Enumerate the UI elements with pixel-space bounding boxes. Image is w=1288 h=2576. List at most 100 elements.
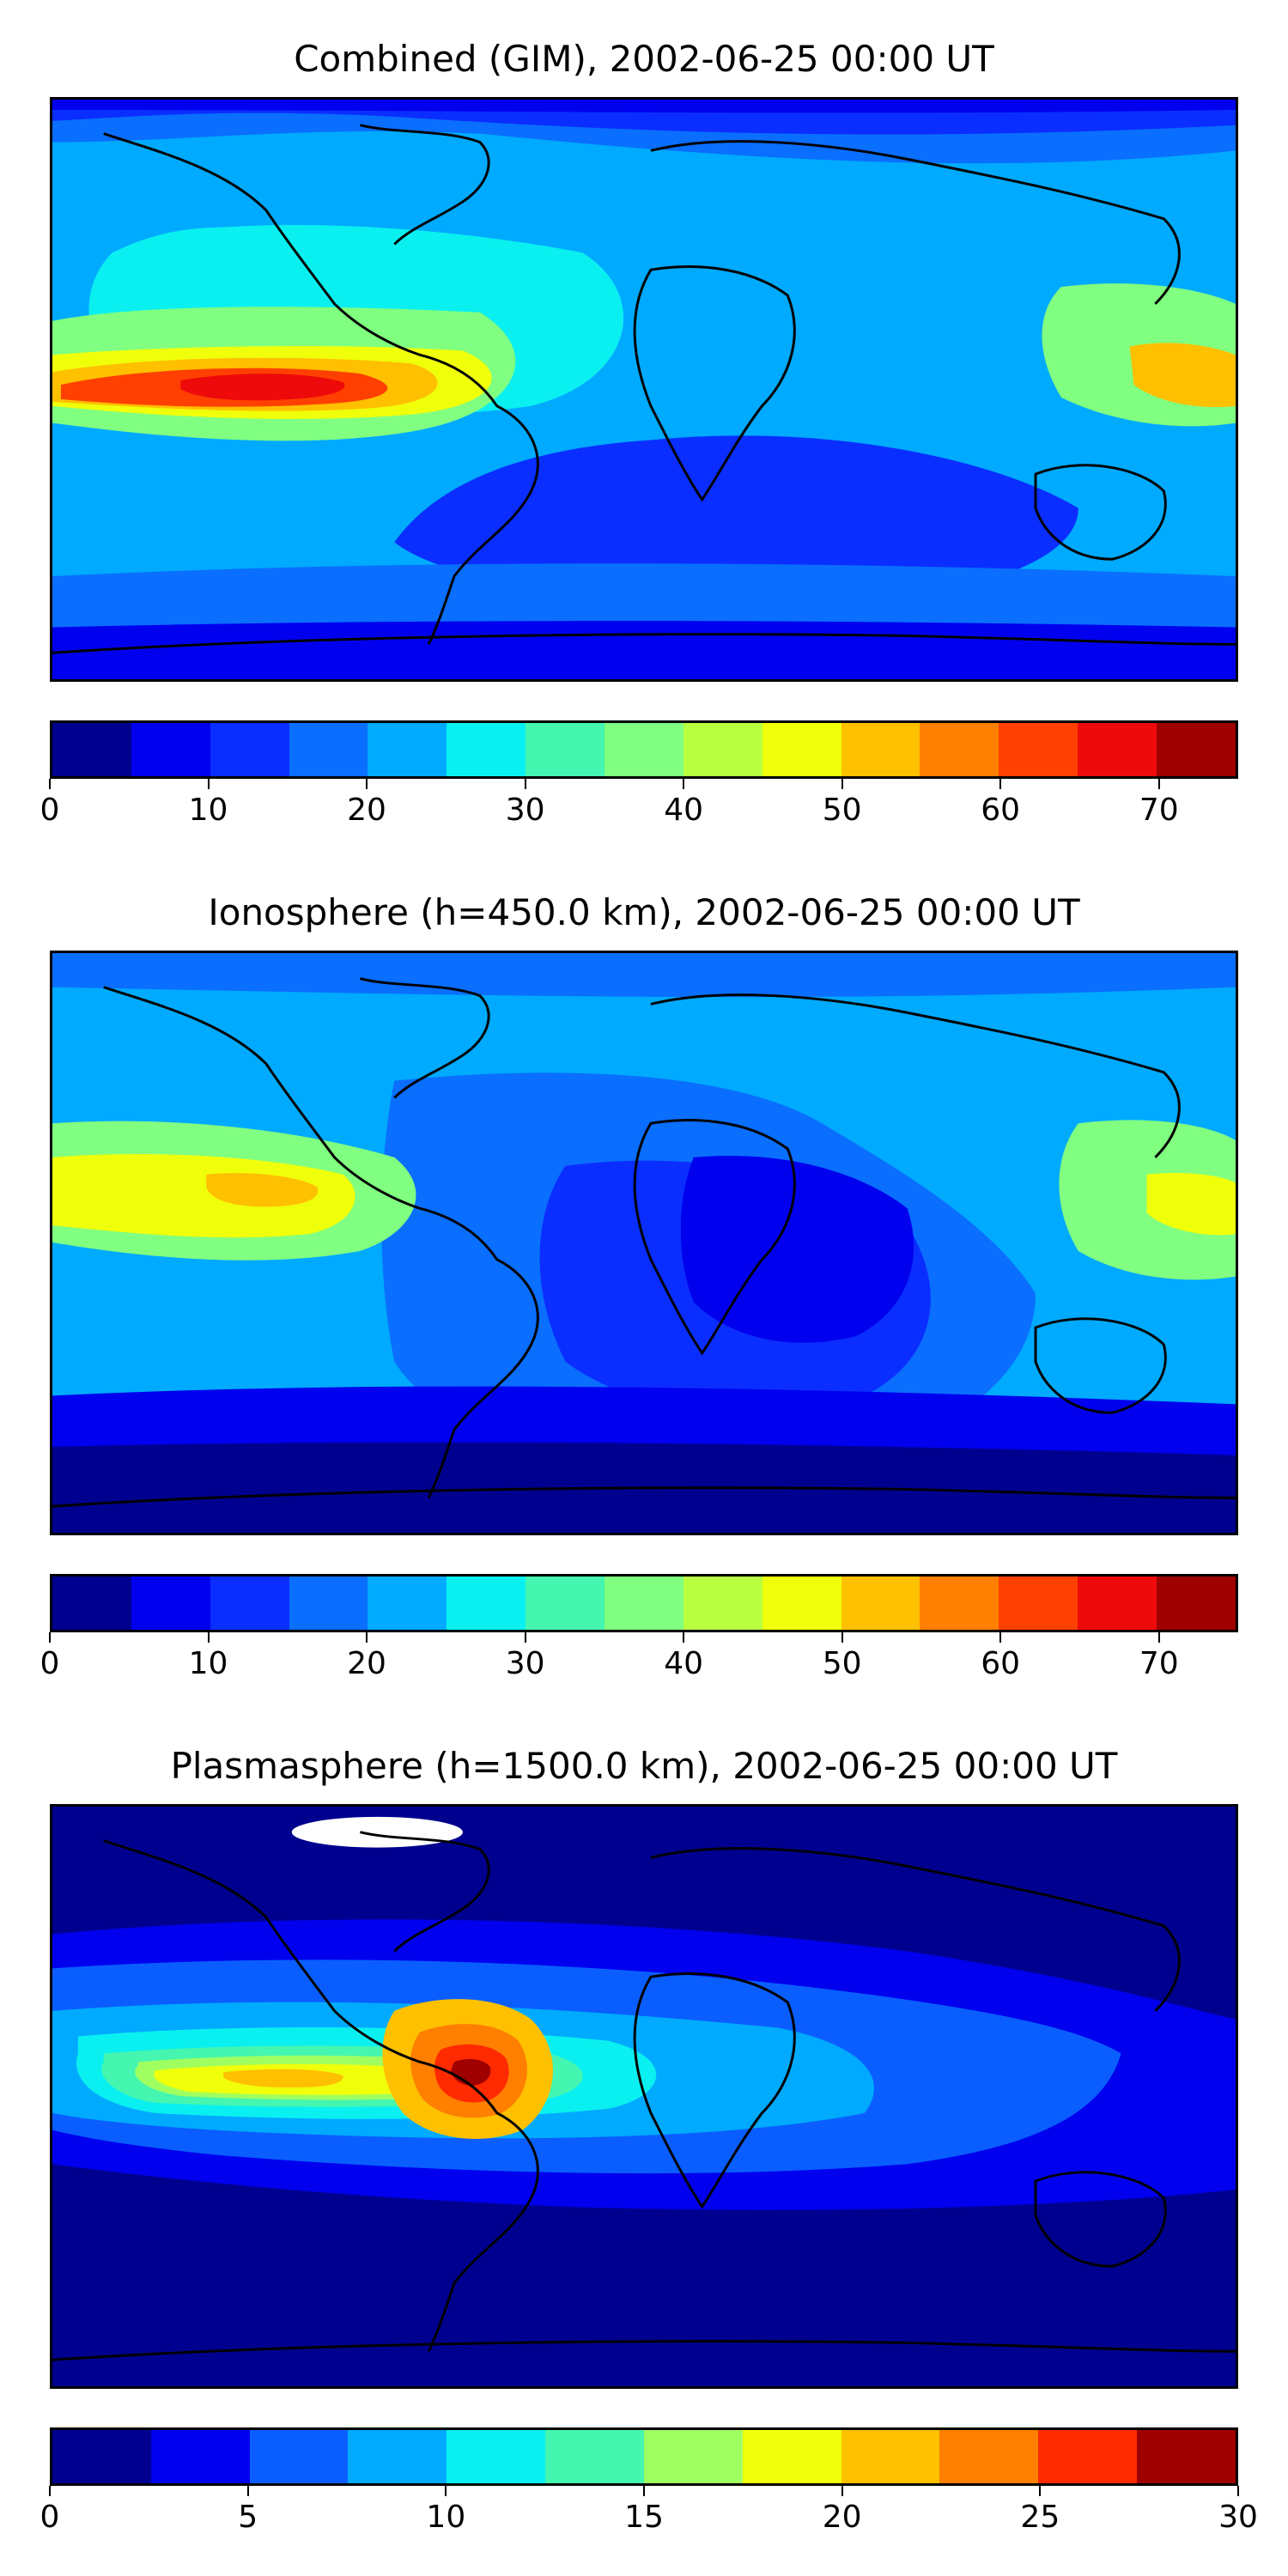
coastline: [103, 1839, 539, 2353]
colorbar-segment: [210, 1577, 289, 1630]
coastline: [360, 1831, 490, 1953]
colorbar-tick-label: 30: [1218, 2500, 1258, 2535]
colorbar-tick-label: 10: [188, 793, 228, 828]
colorbar-tick: [445, 2486, 447, 2496]
colorbar-tick: [524, 1632, 526, 1643]
plasmasphere-map: [50, 1804, 1238, 2389]
coastline: [360, 124, 490, 246]
coastline: [633, 1119, 796, 1356]
colorbar-segment: [841, 1577, 920, 1630]
colorbar-segment: [526, 723, 605, 776]
colorbar-segment: [683, 723, 762, 776]
colorbar-tick-label: 60: [981, 793, 1021, 828]
colorbar-tick: [643, 2486, 645, 2496]
colorbar-tick-label: 20: [347, 1646, 386, 1681]
coastline: [360, 977, 490, 1099]
panel-1-title: Combined (GIM), 2002-06-25 00:00 UT: [294, 38, 994, 80]
combined-gim-map: [50, 97, 1238, 682]
colorbar-segment: [447, 723, 526, 776]
contour-band: [680, 1155, 914, 1343]
colorbar-segment: [1078, 1577, 1157, 1630]
colorbar-tick-label: 70: [1139, 1646, 1179, 1681]
panel-2-title: Ionosphere (h=450.0 km), 2002-06-25 00:0…: [208, 891, 1080, 933]
colorbar-3: [50, 2427, 1238, 2486]
contour-band: [52, 100, 1236, 113]
colorbar-tick: [49, 779, 51, 789]
colorbar-tick: [366, 1632, 368, 1643]
colorbar-tick-label: 25: [1020, 2500, 1060, 2535]
colorbar-segment: [605, 1577, 683, 1630]
colorbar-tick-label: 20: [822, 2500, 862, 2535]
colorbar-tick: [1237, 2486, 1239, 2496]
colorbar-tick-label: 0: [39, 793, 60, 828]
colorbar-segment: [289, 1577, 368, 1630]
coastline: [52, 2340, 1236, 2361]
colorbar-tick: [841, 1632, 843, 1643]
coastline: [103, 986, 539, 1499]
colorbar-segment: [131, 723, 210, 776]
colorbar-tick-label: 40: [664, 1646, 704, 1681]
colorbar-segment: [999, 1577, 1078, 1630]
colorbar-segment: [131, 1577, 210, 1630]
coastline: [1034, 1317, 1167, 1414]
colorbar-segment: [643, 2430, 743, 2483]
coastline: [52, 633, 1236, 654]
colorbar-segment: [841, 2430, 940, 2483]
contour-band: [206, 1173, 319, 1207]
colorbar-segment: [841, 723, 920, 776]
coastline: [650, 140, 1181, 305]
colorbar-2: [50, 1574, 1238, 1632]
colorbar-segment: [210, 723, 289, 776]
colorbar-segment: [999, 723, 1078, 776]
colorbar-tick: [524, 779, 526, 789]
coastline: [1034, 2171, 1167, 2268]
colorbar-segment: [368, 723, 447, 776]
colorbar-segment: [348, 2430, 447, 2483]
colorbar-segment: [289, 723, 368, 776]
colorbar-tick-label: 0: [39, 1646, 60, 1681]
masked-region: [291, 1816, 463, 1848]
colorbar-tick: [683, 1632, 685, 1643]
colorbar-tick: [1039, 2486, 1042, 2496]
colorbar-tick: [49, 2486, 51, 2496]
contour-band: [52, 621, 1236, 679]
colorbar-segment: [447, 2430, 546, 2483]
colorbar-segment: [605, 723, 683, 776]
colorbar-segment: [526, 1577, 605, 1630]
colorbar-segment: [1137, 2430, 1236, 2483]
colorbar-tick: [999, 779, 1002, 789]
colorbar-segment: [762, 1577, 841, 1630]
colorbar-segment: [742, 2430, 841, 2483]
colorbar-segment: [762, 723, 841, 776]
colorbar-segment: [447, 1577, 526, 1630]
contour-band: [1146, 1173, 1236, 1236]
colorbar-segment: [545, 2430, 644, 2483]
colorbar-1: [50, 720, 1238, 779]
coastline: [633, 265, 796, 502]
panel-3-title: Plasmasphere (h=1500.0 km), 2002-06-25 0…: [170, 1745, 1118, 1787]
colorbar-tick: [49, 1632, 51, 1643]
coastline: [633, 1972, 796, 2209]
colorbar-tick: [366, 779, 368, 789]
colorbar-tick: [246, 2486, 249, 2496]
colorbar-tick-label: 20: [347, 793, 386, 828]
coastline: [1034, 464, 1167, 561]
colorbar-segment: [939, 2430, 1039, 2483]
colorbar-tick-label: 0: [39, 2500, 60, 2535]
colorbar-segment: [150, 2430, 250, 2483]
colorbar-tick: [841, 779, 843, 789]
contour-band: [180, 374, 345, 401]
colorbar-tick-label: 50: [822, 793, 862, 828]
contour-band: [223, 2069, 343, 2088]
colorbar-tick: [841, 2486, 843, 2496]
coastline: [650, 993, 1181, 1158]
colorbar-tick-label: 10: [188, 1646, 228, 1681]
colorbar-segment: [920, 1577, 999, 1630]
colorbar-segment: [1157, 1577, 1236, 1630]
colorbar-tick-label: 30: [505, 793, 545, 828]
colorbar-tick: [1157, 1632, 1160, 1643]
colorbar-segment: [1157, 723, 1236, 776]
colorbar-segment: [1078, 723, 1157, 776]
coastline: [52, 1486, 1236, 1508]
colorbar-tick: [207, 1632, 210, 1643]
